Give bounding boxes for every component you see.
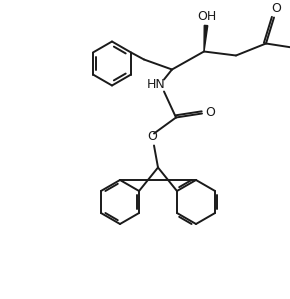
Text: O: O	[271, 2, 281, 15]
Text: HN: HN	[147, 78, 165, 91]
Text: O: O	[205, 106, 215, 119]
Text: O: O	[147, 130, 157, 143]
Polygon shape	[204, 25, 208, 51]
Text: OH: OH	[197, 10, 217, 23]
